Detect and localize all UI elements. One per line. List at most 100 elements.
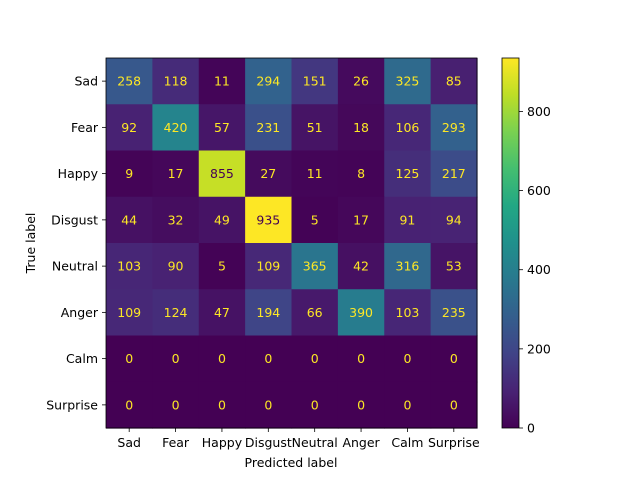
cell-value-label: 258 — [117, 74, 141, 89]
colorbar-tick-label: 800 — [527, 104, 551, 119]
x-tick-label: Anger — [342, 435, 380, 450]
heatmap-cell — [291, 335, 339, 383]
x-axis-ticks: Sad Fear Happy Disgust Neutral Anger Calm Surpr… — [117, 428, 480, 450]
cell-value-label: 92 — [121, 120, 137, 135]
y-tick-label: Surprise — [46, 397, 98, 412]
cell-value-label: 217 — [442, 166, 466, 181]
y-tick-label: Fear — [71, 120, 99, 135]
heatmap-cell — [337, 58, 385, 105]
cell-value-label: 94 — [446, 212, 462, 227]
heatmap-cell — [106, 104, 153, 152]
heatmap-cell — [106, 289, 153, 337]
cell-value-label: 0 — [125, 351, 133, 366]
cell-value-label: 0 — [264, 397, 272, 412]
y-tick-label: Happy — [58, 166, 99, 181]
heatmap-cell — [430, 335, 478, 383]
heatmap-cell — [198, 150, 246, 198]
x-tick-label: Surprise — [428, 435, 480, 450]
cell-value-label: 0 — [311, 397, 319, 412]
heatmap-cell — [245, 243, 293, 290]
heatmap-cell — [245, 58, 293, 105]
y-tick-label: Neutral — [52, 259, 98, 274]
cell-value-label: 5 — [218, 259, 226, 274]
cell-value-label: 32 — [168, 212, 184, 227]
heatmap-cell — [430, 243, 478, 290]
heatmap-cell — [198, 243, 246, 290]
cell-value-label: 0 — [125, 397, 133, 412]
colorbar-tick-label: 600 — [527, 183, 551, 198]
heatmap-cell — [198, 196, 246, 244]
heatmap-cell — [337, 381, 385, 429]
cell-value-label: 17 — [353, 212, 369, 227]
heatmap-cell — [245, 104, 293, 152]
x-tick-label: Neutral — [292, 435, 338, 450]
heatmap-cell — [291, 381, 339, 429]
y-tick-label: Sad — [74, 74, 98, 89]
heatmap-cell — [106, 335, 153, 383]
cell-value-label: 9 — [125, 166, 133, 181]
heatmap-cell — [384, 335, 432, 383]
heatmap-cell — [198, 104, 246, 152]
cell-value-label: 194 — [256, 305, 280, 320]
y-tick-label: Anger — [61, 305, 99, 320]
cell-value-label: 293 — [442, 120, 466, 135]
heatmap-cell — [152, 381, 200, 429]
heatmap-cell — [337, 196, 385, 244]
x-tick-label: Happy — [202, 435, 243, 450]
cell-value-label: 235 — [442, 305, 466, 320]
cell-value-label: 0 — [357, 397, 365, 412]
cell-value-label: 103 — [396, 305, 420, 320]
heatmap-cell — [152, 104, 200, 152]
cell-value-label: 935 — [256, 212, 280, 227]
cell-value-label: 231 — [256, 120, 280, 135]
heatmap-cell — [106, 243, 153, 290]
heatmap-cell — [152, 196, 200, 244]
cell-value-label: 27 — [260, 166, 276, 181]
colorbar — [502, 58, 519, 428]
y-axis-label: True label — [23, 213, 38, 275]
cell-value-label: 365 — [303, 259, 327, 274]
cell-value-label: 124 — [164, 305, 188, 320]
colorbar-frame — [501, 57, 520, 429]
x-tick-label: Sad — [117, 435, 141, 450]
heatmap-cell — [152, 335, 200, 383]
heatmap-cell — [245, 335, 293, 383]
heatmap-cell — [384, 196, 432, 244]
heatmap-cell — [245, 381, 293, 429]
colorbar-tick-label: 400 — [527, 262, 551, 277]
colorbar-tick-label: 200 — [527, 341, 551, 356]
cell-value-label: 106 — [396, 120, 420, 135]
heatmap-cell — [291, 289, 339, 337]
heatmap-cell — [245, 196, 293, 244]
x-tick-label: Fear — [162, 435, 190, 450]
cell-value-label: 0 — [264, 351, 272, 366]
heatmap-cell — [106, 150, 153, 198]
x-tick-label: Calm — [391, 435, 423, 450]
cell-value-label: 390 — [349, 305, 373, 320]
plot-frame — [105, 57, 478, 429]
cell-value-label: 5 — [311, 212, 319, 227]
heatmap-cell — [245, 289, 293, 337]
y-tick-label: Disgust — [51, 212, 98, 227]
heatmap-cell — [291, 243, 339, 290]
heatmap-cell — [430, 104, 478, 152]
heatmap-cell — [384, 150, 432, 198]
cell-value-label: 103 — [117, 259, 141, 274]
cell-value-label: 57 — [214, 120, 230, 135]
colorbar-ticks: 0 200 400 600 800 — [519, 104, 551, 436]
cell-value-label: 18 — [353, 120, 369, 135]
cell-value-label: 17 — [168, 166, 184, 181]
cell-value-label: 11 — [307, 166, 323, 181]
cell-value-label: 49 — [214, 212, 230, 227]
colorbar-tick-label: 0 — [527, 421, 535, 436]
heatmap-cell — [198, 335, 246, 383]
cell-value-label: 91 — [399, 212, 415, 227]
heatmap-cell — [430, 58, 478, 105]
cell-value-label: 294 — [256, 74, 280, 89]
heatmap-cell — [291, 104, 339, 152]
cell-value-label: 47 — [214, 305, 230, 320]
heatmap-cell — [384, 104, 432, 152]
heatmap-cell — [152, 289, 200, 337]
